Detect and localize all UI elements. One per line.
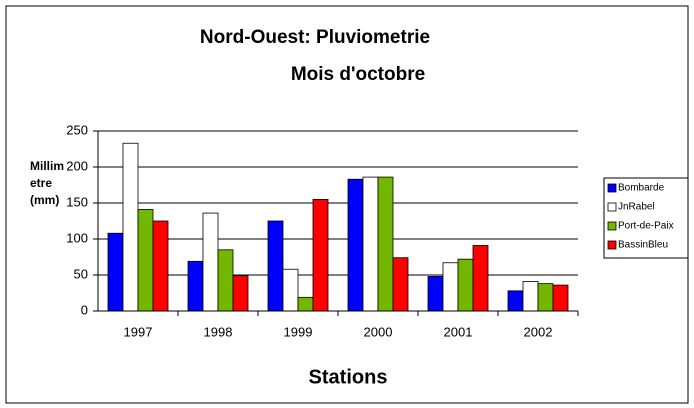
- x-tick-label: 2000: [364, 324, 393, 339]
- bar: [282, 268, 299, 312]
- bar: [507, 290, 524, 312]
- x-tick-label: 1999: [284, 324, 313, 339]
- bar: [152, 220, 169, 312]
- chart-border: [5, 5, 689, 404]
- y-axis-label-box: Millimetre (mm): [30, 159, 65, 207]
- bar: [187, 260, 204, 312]
- x-tick-label: 2002: [524, 324, 553, 339]
- x-axis-label: Stations: [309, 366, 388, 388]
- legend-label: Port-de-Paix: [618, 221, 674, 232]
- x-tick-label: 1997: [124, 324, 153, 339]
- legend-label: Bombarde: [618, 183, 665, 194]
- bar: [267, 220, 284, 312]
- x-tick-label: 1998: [204, 324, 233, 339]
- legend-swatch: [607, 240, 617, 250]
- bar: [137, 209, 154, 312]
- y-tick-label: 250: [66, 122, 88, 137]
- legend-swatch: [607, 183, 617, 193]
- bar: [552, 284, 569, 312]
- bar: [312, 198, 329, 312]
- legend-swatch: [607, 221, 617, 231]
- y-tick-label: 200: [66, 158, 88, 173]
- chart-subtitle: Mois d'octobre: [291, 64, 425, 85]
- bar: [122, 142, 139, 312]
- legend-label: JnRabel: [618, 202, 655, 213]
- legend-label: BassinBleu: [618, 240, 668, 251]
- bar: [202, 212, 219, 312]
- bar: [537, 283, 554, 312]
- legend-box: [603, 177, 689, 259]
- bar: [377, 176, 394, 312]
- bar: [362, 176, 379, 312]
- bar: [232, 275, 249, 312]
- bar: [107, 232, 124, 312]
- y-axis-label: Millimetre (mm): [30, 159, 65, 207]
- bar: [347, 178, 364, 312]
- bar: [392, 257, 409, 312]
- bar: [297, 296, 314, 312]
- y-tick-label: 150: [66, 194, 88, 209]
- y-tick-label: 0: [81, 302, 88, 317]
- legend-swatch: [607, 202, 617, 212]
- bar: [427, 276, 444, 312]
- bar: [472, 245, 489, 312]
- y-tick-label: 100: [66, 230, 88, 245]
- x-tick-label: 2001: [444, 324, 473, 339]
- bar: [442, 262, 459, 312]
- bar: [217, 249, 234, 312]
- bar: [522, 281, 539, 312]
- y-tick-label: 50: [74, 266, 88, 281]
- chart-title: Nord-Ouest: Pluviometrie: [200, 27, 430, 48]
- bar: [457, 258, 474, 312]
